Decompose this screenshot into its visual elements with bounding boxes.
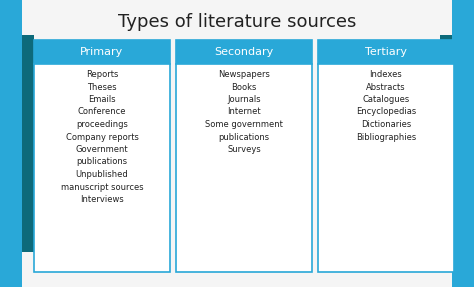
Text: Newspapers
Books
Journals
Internet
Some government
publications
Surveys: Newspapers Books Journals Internet Some … — [205, 70, 283, 154]
Bar — [176, 40, 312, 64]
Text: Tertiary: Tertiary — [365, 47, 407, 57]
Bar — [176, 64, 312, 272]
Text: Indexes
Abstracts
Catalogues
Encyclopedias
Dictionaries
Bibliographies: Indexes Abstracts Catalogues Encyclopedi… — [356, 70, 416, 141]
Bar — [440, 35, 452, 252]
Text: Reports
Theses
Emails
Conference
proceedings
Company reports
Government
publicat: Reports Theses Emails Conference proceed… — [61, 70, 143, 204]
Bar — [452, 0, 474, 287]
Bar — [22, 35, 34, 252]
Bar — [318, 64, 454, 272]
Text: Types of literature sources: Types of literature sources — [118, 13, 356, 31]
Text: Primary: Primary — [81, 47, 124, 57]
Bar — [34, 64, 170, 272]
Bar — [0, 0, 22, 287]
Text: Secondary: Secondary — [214, 47, 273, 57]
Bar — [34, 40, 170, 64]
Bar — [318, 40, 454, 64]
